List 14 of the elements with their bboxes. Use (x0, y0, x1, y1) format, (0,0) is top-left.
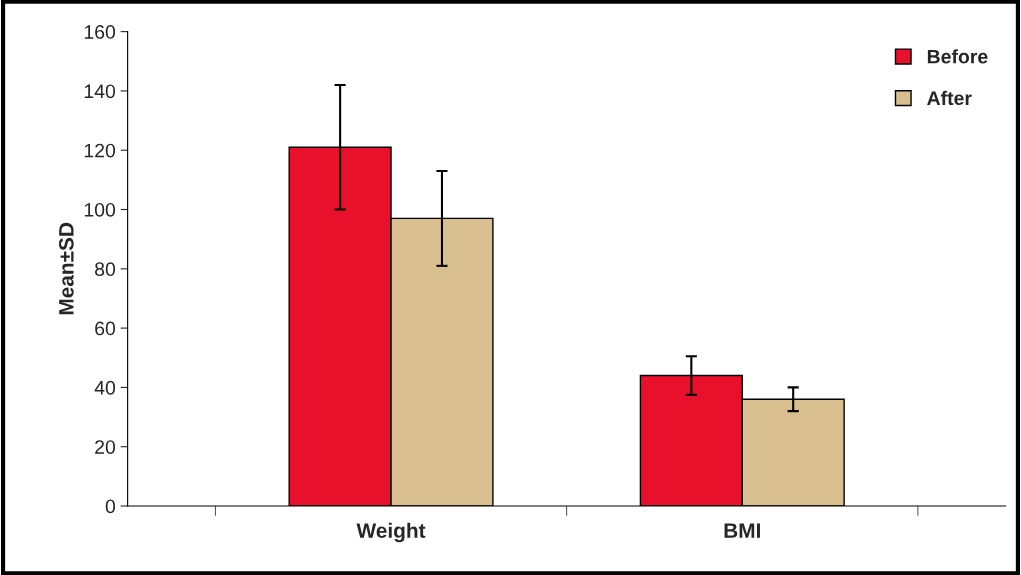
legend-label: After (927, 90, 972, 106)
y-axis-title: Mean±SD (58, 222, 74, 315)
y-tick-label: 60 (95, 321, 116, 336)
y-tick-label: 120 (84, 143, 116, 158)
y-tick-label: 140 (84, 84, 116, 99)
x-tick-label: Weight (356, 522, 426, 543)
y-tick-label: 40 (94, 380, 116, 395)
y-tick-label: 0 (105, 499, 116, 514)
x-tick-label: BMI (724, 523, 760, 538)
y-tick-label: 100 (84, 202, 116, 217)
y-tick-label: 80 (95, 262, 116, 277)
y-tick-label: 160 (84, 25, 116, 39)
y-tick-label: 20 (95, 440, 116, 454)
legend-label: Before (927, 49, 988, 64)
